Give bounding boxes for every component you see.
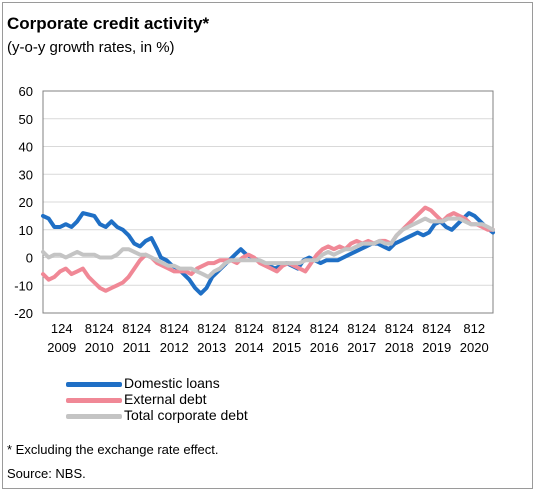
x-year-tick-label: 2020 [460, 340, 489, 355]
y-axis: 60 50 40 30 20 10 0 -10 -20 [14, 84, 33, 321]
y-tick-label: 50 [19, 112, 33, 127]
series-lines [41, 205, 495, 296]
footnote: * Excluding the exchange rate effect. [7, 442, 219, 457]
legend-label: External debt [124, 391, 207, 407]
chart-title: Corporate credit activity* [7, 14, 210, 33]
chart-frame [2, 2, 533, 489]
x-year-tick-label: 2017 [347, 340, 376, 355]
y-tick-label: 0 [26, 251, 33, 266]
legend-swatch-external-debt [66, 398, 122, 403]
y-tick-label: -20 [14, 306, 33, 321]
series-line-domestic-loans [41, 211, 495, 296]
x-year-tick-label: 2015 [272, 340, 301, 355]
source-note: Source: NBS. [7, 466, 86, 481]
x-month-tick-label: 812 [463, 321, 485, 336]
x-month-tick-label: 8124 [160, 321, 189, 336]
x-year-tick-label: 2009 [47, 340, 76, 355]
x-year-tick-label: 2013 [197, 340, 226, 355]
y-tick-label: 60 [19, 84, 33, 99]
series-line-external-debt [41, 205, 495, 293]
grid-lines [43, 90, 493, 314]
x-year-tick-label: 2018 [385, 340, 414, 355]
x-month-tick-label: 124 [51, 321, 73, 336]
x-month-tick-label: 8124 [310, 321, 339, 336]
x-month-tick-label: 8124 [235, 321, 264, 336]
series-line-total-corporate-debt [41, 216, 495, 279]
x-year-tick-label: 2014 [235, 340, 264, 355]
legend-label: Total corporate debt [124, 407, 248, 423]
x-year-tick-label: 2016 [310, 340, 339, 355]
legend-label: Domestic loans [124, 375, 220, 391]
plot-area [42, 90, 494, 314]
x-year-tick-label: 2010 [85, 340, 114, 355]
legend-swatch-total-corporate-debt [66, 414, 122, 419]
x-year-tick-label: 2012 [160, 340, 189, 355]
x-month-tick-label: 8124 [122, 321, 151, 336]
y-tick-label: 10 [19, 223, 33, 238]
y-tick-label: 20 [19, 195, 33, 210]
x-month-tick-label: 8124 [272, 321, 301, 336]
y-tick-label: -10 [14, 278, 33, 293]
x-axis: 124 2009 8124 2010 8124 2011 8124 2012 8124 2013 8… [47, 321, 488, 355]
x-month-tick-label: 8124 [85, 321, 114, 336]
x-year-tick-label: 2019 [422, 340, 451, 355]
x-month-tick-label: 8124 [422, 321, 451, 336]
legend-swatch-domestic-loans [66, 382, 122, 387]
y-tick-label: 40 [19, 140, 33, 155]
x-month-tick-label: 8124 [197, 321, 226, 336]
x-month-tick-label: 8124 [347, 321, 376, 336]
x-year-tick-label: 2011 [123, 340, 151, 355]
x-month-tick-label: 8124 [385, 321, 414, 336]
chart-subtitle: (y-o-y growth rates, in %) [7, 39, 175, 56]
y-tick-label: 30 [19, 167, 33, 182]
